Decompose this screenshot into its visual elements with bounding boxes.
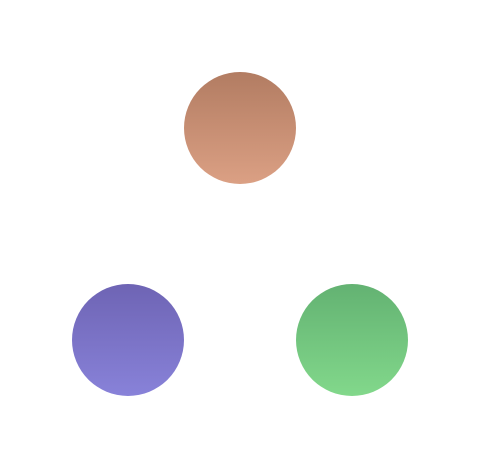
orange-circle [184, 72, 296, 184]
green-circle [296, 284, 408, 396]
purple-circle [72, 284, 184, 396]
